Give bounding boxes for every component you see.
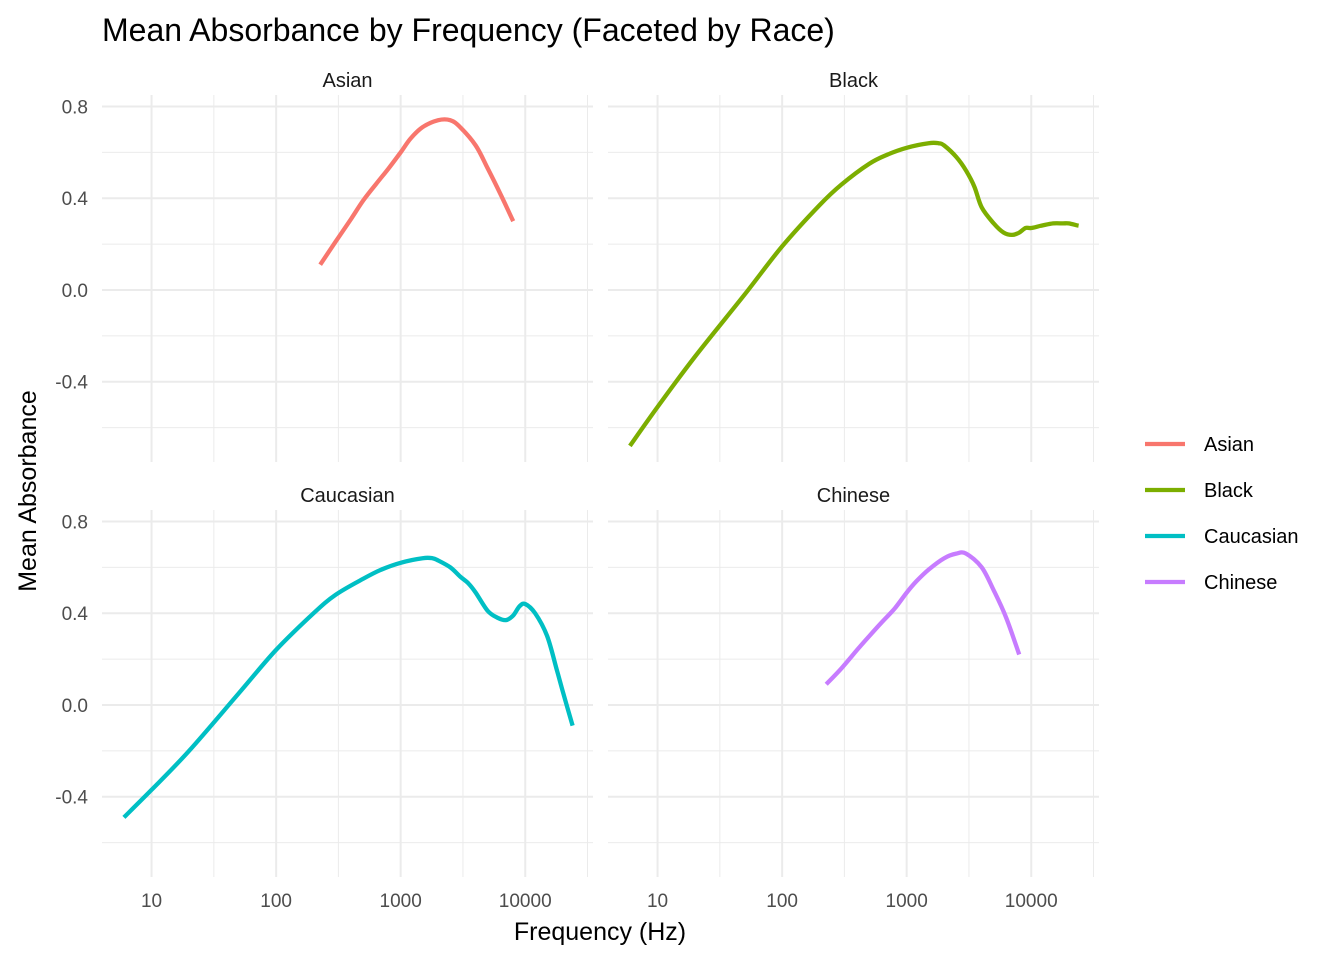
y-tick-label: -0.4 [55, 373, 88, 394]
legend-label-caucasian: Caucasian [1204, 526, 1299, 548]
y-tick-label: 0.0 [62, 281, 88, 302]
legend-item-caucasian: Caucasian [1145, 526, 1299, 548]
x-tick-label: 10000 [1005, 891, 1058, 912]
legend-label-black: Black [1204, 480, 1254, 502]
legend-item-asian: Asian [1145, 434, 1254, 456]
legend-label-chinese: Chinese [1204, 572, 1277, 594]
y-tick-label: 0.0 [62, 696, 88, 717]
x-tick-label: 10 [141, 891, 162, 912]
x-tick-label: 10000 [499, 891, 552, 912]
facet-panel-asian: Asian -0.4 0.0 0.4 0.8 [55, 70, 593, 462]
x-tick-label: 1000 [380, 891, 422, 912]
facet-panels: Asian -0.4 0.0 0.4 0.8 Black Caucasian -0.4 0.0 0… [55, 70, 1099, 912]
facet-strip-label: Chinese [817, 485, 890, 507]
x-tick-label: 100 [766, 891, 798, 912]
x-tick-label: 1000 [886, 891, 928, 912]
legend-item-chinese: Chinese [1145, 572, 1277, 594]
series-line-black [628, 140, 1080, 448]
x-axis-title: Frequency (Hz) [514, 918, 686, 946]
legend-item-black: Black [1145, 480, 1254, 502]
y-tick-label: 0.8 [62, 97, 88, 118]
facet-panel-caucasian: Caucasian -0.4 0.0 0.4 0.8 10 100 1000 10000 [55, 485, 593, 912]
facet-strip-label: Black [829, 70, 879, 92]
y-tick-label: 0.8 [62, 512, 88, 533]
facet-panel-chinese: Chinese 10 100 1000 10000 [608, 485, 1099, 912]
y-axis-title: Mean Absorbance [14, 390, 42, 592]
x-tick-label: 10 [647, 891, 668, 912]
facet-strip-label: Caucasian [300, 485, 395, 507]
y-tick-label: 0.4 [62, 189, 89, 210]
y-tick-label: 0.4 [62, 604, 89, 625]
facet-panel-black: Black [608, 70, 1099, 462]
series-line-chinese [824, 550, 1022, 686]
y-tick-label: -0.4 [55, 788, 88, 809]
legend: Asian Black Caucasian Chinese [1145, 434, 1299, 594]
chart-title: Mean Absorbance by Frequency (Faceted by… [102, 12, 835, 48]
series-line-asian [318, 117, 516, 266]
series-line-caucasian [122, 555, 575, 819]
x-tick-label: 100 [260, 891, 292, 912]
facet-strip-label: Asian [322, 70, 372, 92]
legend-label-asian: Asian [1204, 434, 1254, 456]
